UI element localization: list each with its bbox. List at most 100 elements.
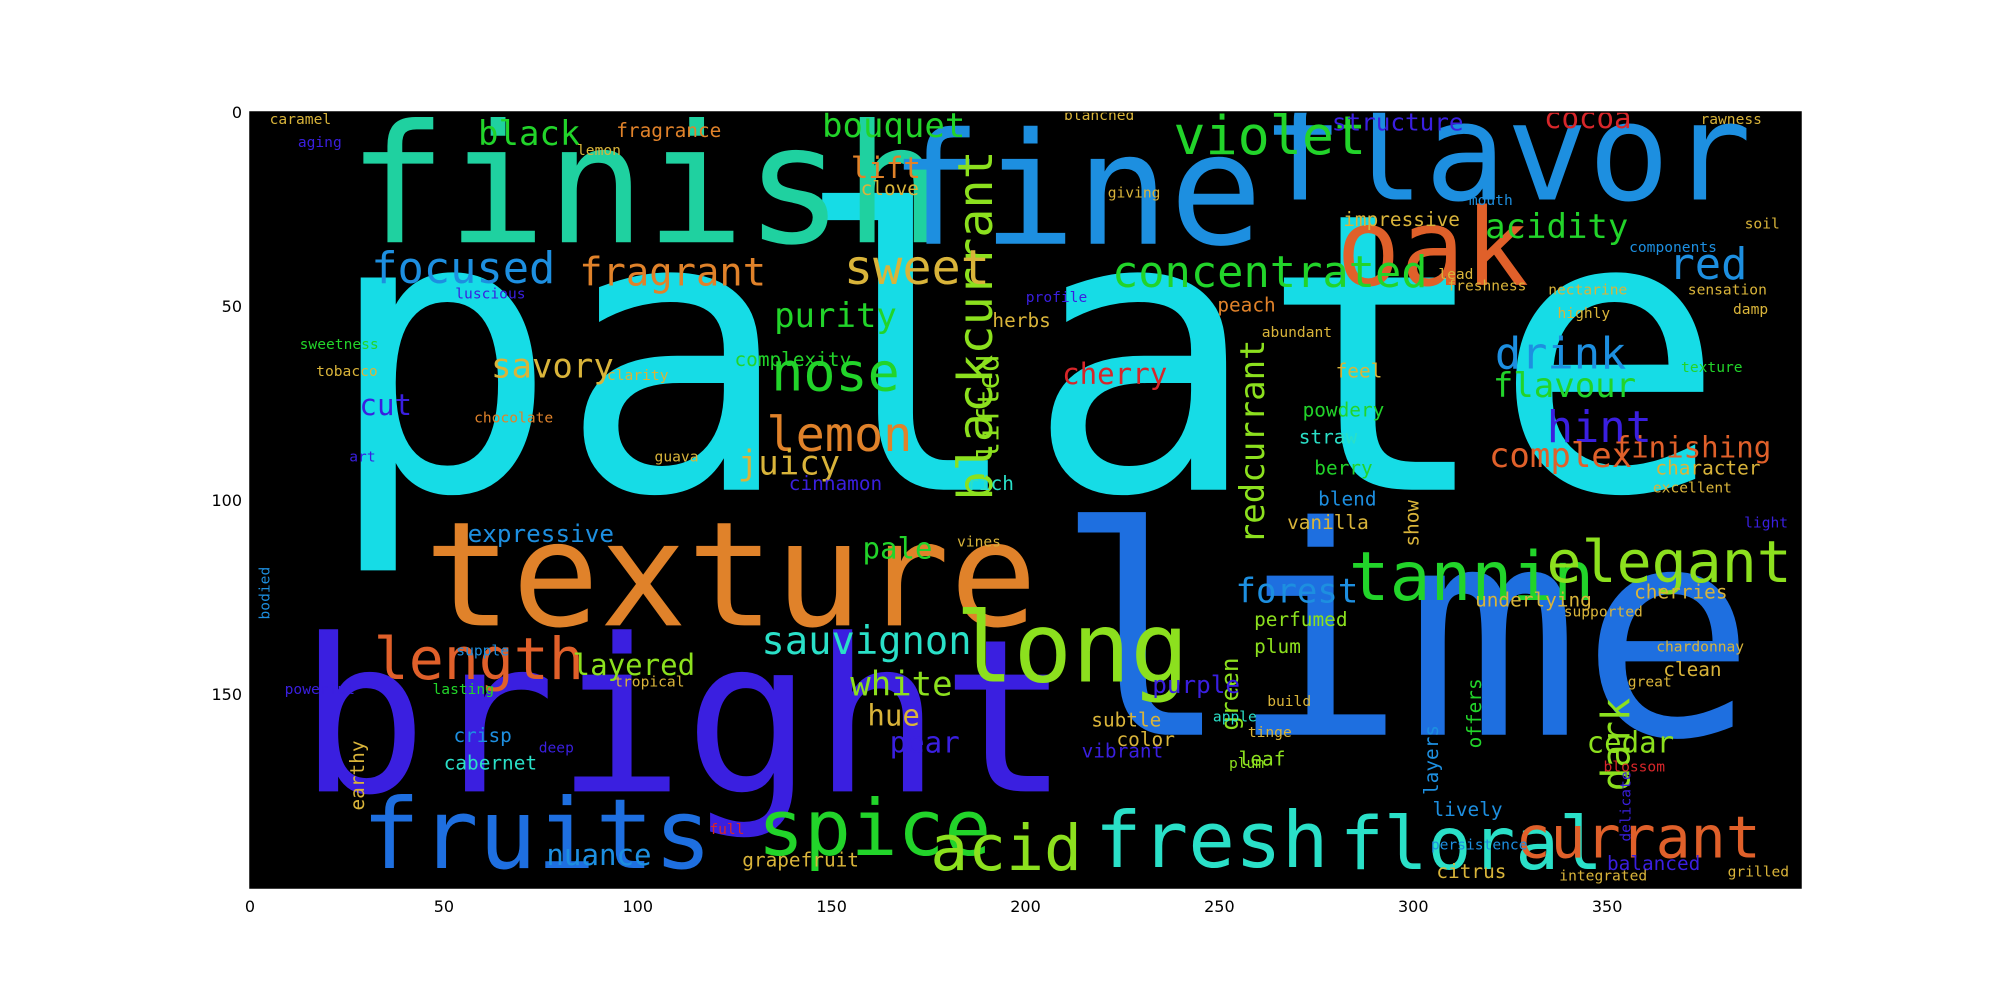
word-nose: nose [771, 340, 900, 403]
word-palate: palate [325, 130, 1727, 582]
x-axis: 0 50 100 150 200 250 300 350 [245, 880, 1622, 916]
word-fresh: fresh [1095, 796, 1329, 886]
word-perfumed: perfumed [1254, 608, 1347, 631]
word-plum: plum [1254, 635, 1301, 658]
word-lead: lead [1438, 266, 1473, 283]
word-cocoa: cocoa [1544, 101, 1632, 135]
word-blend: blend [1318, 488, 1376, 511]
word-balanced: balanced [1607, 852, 1700, 875]
word-berry: berry [1314, 456, 1372, 479]
word-lifted: lifted [972, 354, 1006, 459]
word-abundant: abundant [1262, 324, 1332, 341]
word-structure: structure [1332, 108, 1464, 137]
word-purple: purple [1152, 670, 1240, 699]
word-sauvignon: sauvignon [761, 619, 971, 664]
word-length: length [374, 625, 584, 693]
word-currant: currant [1516, 804, 1761, 872]
word-spice: spice [757, 784, 991, 874]
word-chocolate: chocolate [474, 410, 553, 427]
word-great: great [1628, 673, 1672, 690]
word-subtle: subtle [1091, 709, 1161, 732]
word-cut: cut [359, 388, 412, 422]
word-leaf: leaf [1239, 747, 1286, 770]
word-expressive: expressive [468, 519, 614, 548]
word-cinnamon: cinnamon [789, 472, 882, 495]
word-sweet: sweet [844, 240, 990, 296]
x-tick-label: 0 [245, 897, 255, 916]
y-axis: 0 50 100 150 [211, 103, 258, 704]
word-lemon: lemon [577, 142, 621, 159]
word-powerful: powerful [285, 681, 355, 698]
word-light: light [1744, 514, 1788, 531]
word-mouth: mouth [1469, 192, 1513, 209]
word-citrus: citrus [1436, 860, 1506, 883]
y-tick-label: 50 [222, 297, 242, 316]
word-delicate: delicate [1618, 771, 1635, 841]
word-clove: clove [861, 177, 919, 200]
word-bodied: bodied [257, 567, 274, 620]
word-freshness: freshness [1447, 278, 1526, 295]
word-color: color [1117, 728, 1175, 751]
word-tropical: tropical [614, 673, 684, 690]
word-flavour: flavour [1493, 366, 1636, 406]
word-focused: focused [371, 243, 555, 294]
word-straw: straw [1299, 425, 1358, 448]
word-integrated: integrated [1559, 867, 1647, 884]
word-aging: aging [298, 134, 342, 151]
x-tick-label: 350 [1592, 897, 1623, 916]
word-vanilla: vanilla [1287, 511, 1369, 534]
word-hue: hue [867, 698, 920, 732]
word-giving: giving [1108, 184, 1161, 201]
word-tobacco: tobacco [316, 363, 378, 380]
word-white: white [850, 665, 952, 705]
plot-background [250, 112, 1801, 888]
word-powdery: powdery [1303, 398, 1385, 421]
word-lime: lime [1055, 465, 1756, 804]
word-tannin: tannin [1349, 538, 1594, 617]
word-rich: rich [967, 472, 1014, 495]
word-lasting: lasting [433, 681, 495, 698]
word-clarity: clarity [607, 367, 669, 384]
word-floral: floral [1340, 802, 1603, 887]
y-tick-label: 150 [211, 685, 242, 704]
word-supported: supported [1564, 604, 1643, 621]
word-offers: offers [1463, 678, 1486, 748]
word-texture: texture [424, 491, 1037, 660]
word-vibrant: vibrant [1082, 740, 1164, 763]
word-clean: clean [1663, 658, 1721, 681]
word-blossom: blossom [1604, 759, 1666, 776]
word-elegant: elegant [1547, 528, 1792, 596]
word-sweetness: sweetness [300, 336, 379, 353]
word-acid: acid [930, 812, 1082, 885]
word-apple: apple [1213, 708, 1257, 725]
word-forest: forest [1236, 572, 1359, 612]
x-tick-label: 250 [1204, 897, 1235, 916]
word-long: long [955, 592, 1189, 705]
x-tick-label: 100 [622, 897, 653, 916]
word-tinge: tinge [1248, 724, 1292, 741]
word-red: red [1668, 239, 1747, 290]
word-crisp: crisp [453, 724, 511, 747]
word-cedar: cedar [1587, 725, 1675, 759]
word-lemon: lemon [766, 407, 912, 463]
word-sensation: sensation [1688, 281, 1767, 298]
word-build: build [1267, 693, 1311, 710]
word-vines: vines [957, 534, 1001, 551]
word-bouquet: bouquet [822, 106, 965, 146]
word-layers: layers [1420, 725, 1443, 795]
word-luscious: luscious [455, 285, 525, 302]
word-savory: savory [491, 347, 614, 387]
word-drink: drink [1495, 328, 1627, 379]
word-oak: oak [1336, 187, 1529, 311]
word-black: black [478, 114, 580, 154]
word-components: components [1629, 239, 1717, 256]
word-finish: finish [348, 89, 944, 281]
word-nuance: nuance [546, 838, 651, 872]
word-fine: fine [889, 100, 1263, 281]
y-tick-label: 100 [211, 491, 242, 510]
word-persistence: persistence [1431, 836, 1528, 853]
word-grapefruit: grapefruit [742, 848, 859, 871]
word-impressive: impressive [1343, 208, 1460, 231]
